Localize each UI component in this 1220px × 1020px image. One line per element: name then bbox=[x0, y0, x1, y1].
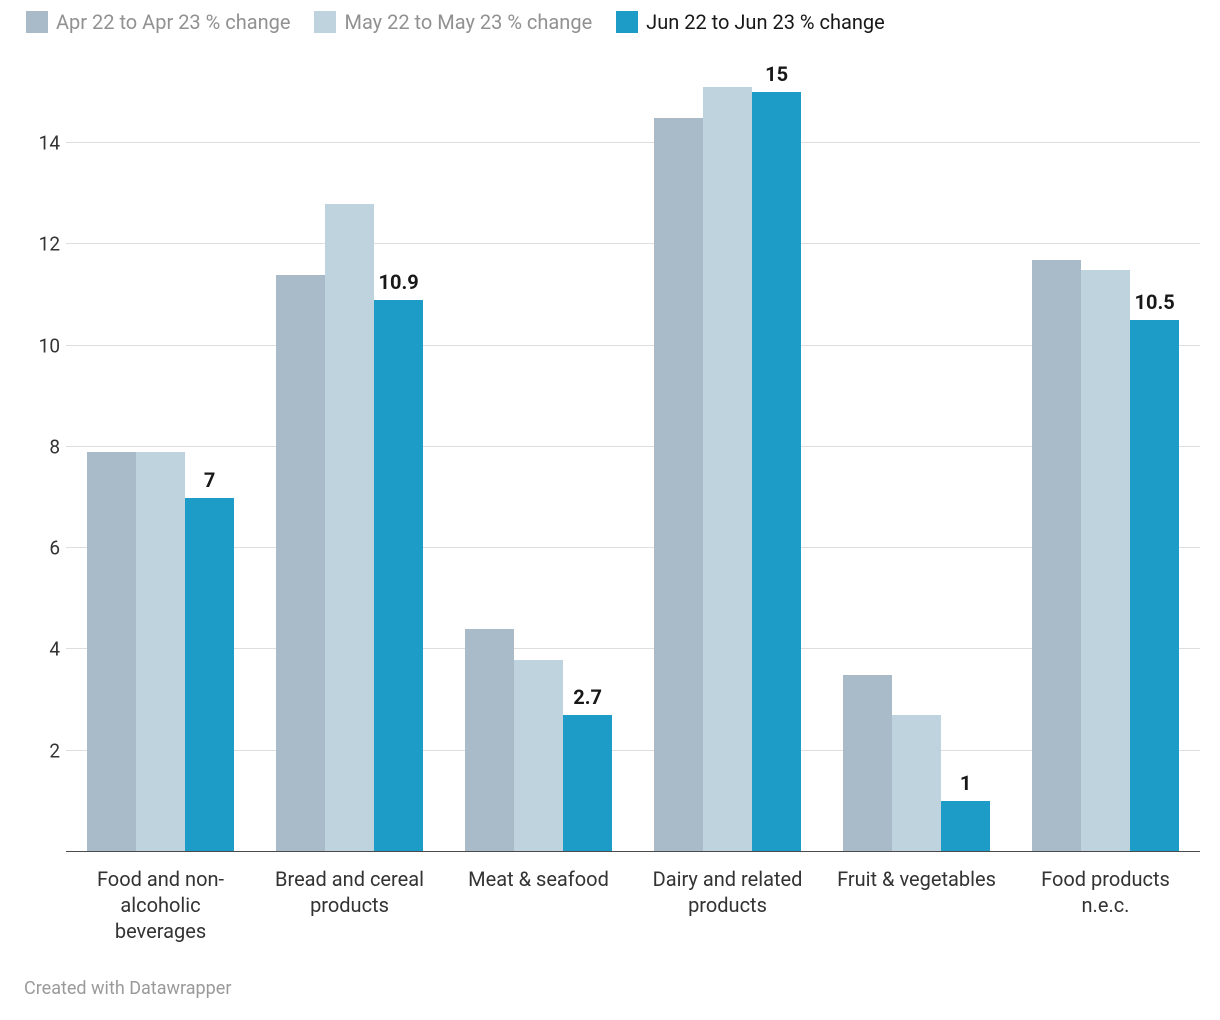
bar-value-label: 1 bbox=[960, 771, 971, 795]
bar-group: 2.7 bbox=[444, 62, 633, 852]
legend-item: Apr 22 to Apr 23 % change bbox=[26, 10, 290, 34]
legend-swatch bbox=[26, 11, 48, 33]
bar-jun: 7 bbox=[185, 498, 234, 852]
legend-label: May 22 to May 23 % change bbox=[344, 10, 592, 34]
bar-value-label: 2.7 bbox=[573, 685, 602, 709]
x-axis-labels: Food and non-alcoholic beveragesBread an… bbox=[66, 866, 1200, 944]
bar-may bbox=[514, 660, 563, 852]
y-tick-label: 4 bbox=[20, 638, 60, 661]
bar-may bbox=[892, 715, 941, 852]
bar-may bbox=[136, 452, 185, 852]
legend-item: Jun 22 to Jun 23 % change bbox=[616, 10, 885, 34]
bar-group: 1 bbox=[822, 62, 1011, 852]
bars: 2.7 bbox=[465, 62, 612, 852]
x-axis-label: Fruit & vegetables bbox=[822, 866, 1011, 944]
legend-label: Jun 22 to Jun 23 % change bbox=[646, 10, 885, 34]
bars: 10.5 bbox=[1032, 62, 1179, 852]
bar-may bbox=[703, 87, 752, 852]
bar-value-label: 7 bbox=[204, 468, 215, 492]
legend: Apr 22 to Apr 23 % change May 22 to May 2… bbox=[20, 10, 1200, 34]
plot-inner: 2468101214 710.92.715110.5 bbox=[66, 62, 1200, 852]
x-axis-line bbox=[66, 851, 1200, 852]
bar-apr bbox=[87, 452, 136, 852]
bar-group: 10.9 bbox=[255, 62, 444, 852]
bar-jun: 2.7 bbox=[563, 715, 612, 852]
bar-jun: 10.9 bbox=[374, 300, 423, 852]
legend-label: Apr 22 to Apr 23 % change bbox=[56, 10, 290, 34]
bar-apr bbox=[843, 675, 892, 852]
bar-group: 7 bbox=[66, 62, 255, 852]
y-tick-label: 12 bbox=[20, 233, 60, 256]
plot-area: 2 4 6 8 10 12 14 7 10.9 2.7 15 1 10.5 Food and non-… bbox=[20, 62, 1200, 944]
bar-jun: 10.5 bbox=[1130, 320, 1179, 852]
bar-value-label: 10.9 bbox=[379, 270, 419, 294]
x-axis-label: Dairy and related products bbox=[633, 866, 822, 944]
footer-credit: Created with Datawrapper bbox=[20, 978, 1200, 999]
bars: 10.9 bbox=[276, 62, 423, 852]
bars: 1 bbox=[843, 62, 990, 852]
bars: 15 bbox=[654, 62, 801, 852]
y-tick-label: 2 bbox=[20, 739, 60, 762]
bar-apr bbox=[465, 629, 514, 852]
legend-swatch bbox=[616, 11, 638, 33]
y-tick-label: 8 bbox=[20, 435, 60, 458]
bar-may bbox=[325, 204, 374, 852]
x-axis-label: Food and non-alcoholic beverages bbox=[66, 866, 255, 944]
bar-group: 15 bbox=[633, 62, 822, 852]
y-tick-label: 14 bbox=[20, 132, 60, 155]
x-axis-label: Food products n.e.c. bbox=[1011, 866, 1200, 944]
bars: 7 bbox=[87, 62, 234, 852]
legend-item: May 22 to May 23 % change bbox=[314, 10, 592, 34]
y-tick-label: 10 bbox=[20, 334, 60, 357]
bar-apr bbox=[1032, 260, 1081, 853]
bar-apr bbox=[276, 275, 325, 852]
x-axis-label: Meat & seafood bbox=[444, 866, 633, 944]
bar-groups: 7 10.9 2.7 15 1 10.5 bbox=[66, 62, 1200, 852]
bar-group: 10.5 bbox=[1011, 62, 1200, 852]
bar-value-label: 10.5 bbox=[1135, 290, 1175, 314]
legend-swatch bbox=[314, 11, 336, 33]
bar-apr bbox=[654, 118, 703, 852]
bar-jun: 15 bbox=[752, 92, 801, 852]
bar-jun: 1 bbox=[941, 801, 990, 852]
x-axis-label: Bread and cereal products bbox=[255, 866, 444, 944]
bar-may bbox=[1081, 270, 1130, 852]
y-tick-label: 6 bbox=[20, 537, 60, 560]
bar-value-label: 15 bbox=[765, 62, 788, 86]
chart-container: Apr 22 to Apr 23 % change May 22 to May 2… bbox=[0, 0, 1220, 1020]
